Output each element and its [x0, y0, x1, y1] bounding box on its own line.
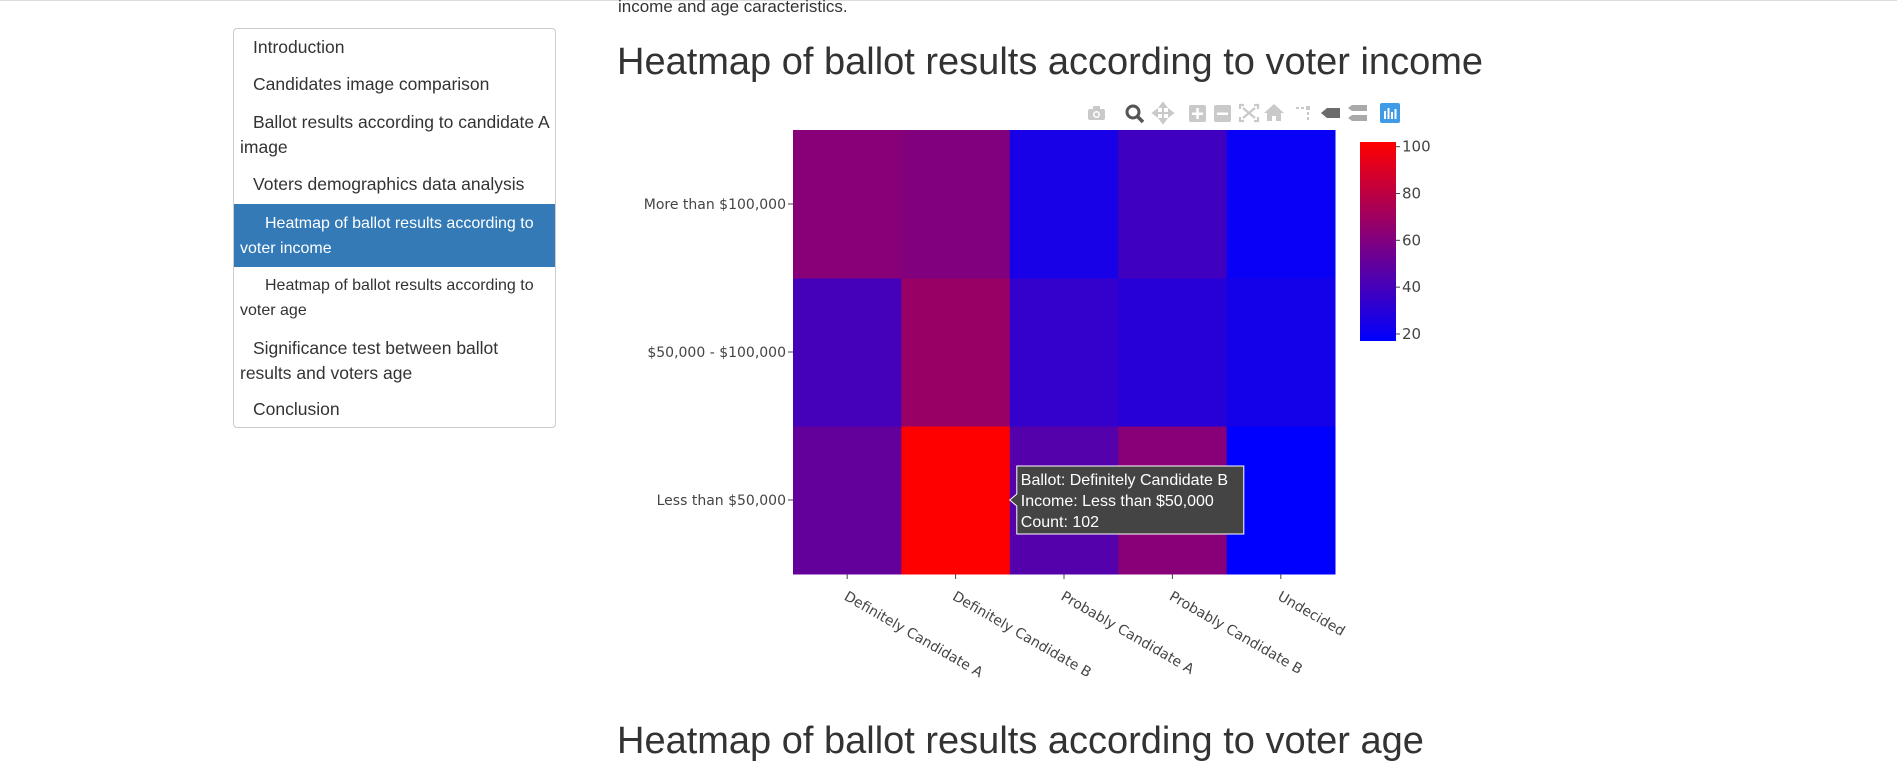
colorbar-tick-label: 100: [1402, 138, 1430, 156]
page-top-border: [0, 0, 1897, 1]
heatmap-cell: [901, 130, 1011, 279]
tooltip-box: [1009, 465, 1245, 535]
toc-item-heatmap-income[interactable]: Heatmap of ballot results according to v…: [234, 204, 555, 267]
heatmap-cell: [793, 278, 902, 427]
income-heatmap-chart[interactable]: Less than $50,000 $50,000 - $100,000 More …: [610, 95, 1430, 695]
heatmap-cell: [793, 130, 902, 279]
heatmap-cell: [1009, 130, 1119, 279]
heatmap-cell: [1226, 130, 1336, 279]
section-title-income: Heatmap of ballot results according to v…: [617, 41, 1483, 83]
y-tick-label: More than $100,000: [644, 197, 786, 213]
toc-item-label: Introduction: [253, 37, 345, 57]
toc-item-introduction[interactable]: Introduction: [234, 35, 555, 60]
heatmap-cell: [1118, 130, 1228, 279]
pan-icon[interactable]: [1151, 100, 1175, 126]
heatmap-cell: [1118, 278, 1228, 427]
y-tick-label: Less than $50,000: [657, 493, 786, 509]
toc-item-ballot-results-candidate-a-image[interactable]: Ballot results according to candidate A …: [234, 110, 555, 160]
colorbar-tick-label: 40: [1402, 278, 1421, 296]
toc-item-label: Heatmap of ballot results according to v…: [240, 215, 534, 257]
hover-closest-icon[interactable]: [1319, 100, 1343, 126]
toc-item-voters-demographics[interactable]: Voters demographics data analysis: [234, 172, 555, 197]
heatmap-cell: [901, 278, 1011, 427]
reset-axes-icon[interactable]: [1262, 100, 1286, 126]
section-title-age: Heatmap of ballot results according to v…: [617, 720, 1424, 762]
toc-item-conclusion[interactable]: Conclusion: [234, 397, 555, 422]
toc-item-label: Significance test between ballot results…: [240, 338, 499, 383]
toc-item-label: Voters demographics data analysis: [253, 174, 525, 194]
camera-icon[interactable]: [1085, 100, 1109, 126]
toc-item-label: Candidates image comparison: [253, 74, 490, 94]
heatmap-cell: [1226, 426, 1336, 575]
toc-item-label: Conclusion: [253, 399, 340, 419]
plotly-logo-icon[interactable]: [1378, 100, 1402, 126]
tooltip-line: Income: Less than $50,000: [1021, 493, 1214, 510]
toc-item-heatmap-age[interactable]: Heatmap of ballot results according to v…: [234, 273, 555, 323]
y-axis: Less than $50,000 $50,000 - $100,000 More …: [644, 197, 793, 509]
y-tick-label: $50,000 - $100,000: [647, 345, 786, 361]
heatmap-cell: [793, 426, 902, 575]
colorbar-tick-label: 20: [1402, 325, 1421, 343]
toc-item-label: Heatmap of ballot results according to v…: [240, 277, 534, 319]
tooltip-line: Count: 102: [1021, 514, 1099, 531]
toc-item-significance-test[interactable]: Significance test between ballot results…: [234, 336, 555, 386]
tooltip-line: Ballot: Definitely Candidate B: [1021, 472, 1228, 489]
x-tick-label: Undecided: [1275, 589, 1348, 640]
colorbar-gradient: [1360, 142, 1396, 341]
hover-compare-icon[interactable]: [1346, 100, 1370, 126]
zoom-in-icon[interactable]: [1186, 100, 1210, 126]
toc-item-label: Ballot results according to candidate A …: [240, 112, 549, 157]
autoscale-icon[interactable]: [1237, 100, 1261, 126]
heatmap-cell: [1226, 278, 1336, 427]
heatmap-cells: [793, 130, 1336, 575]
table-of-contents: Introduction Candidates image comparison…: [233, 28, 556, 428]
zoom-icon[interactable]: [1123, 100, 1147, 126]
heatmap-cell: [1009, 278, 1119, 427]
hover-tooltip: Ballot: Definitely Candidate B Income: Le…: [1009, 465, 1245, 535]
heatmap-cell: [901, 426, 1011, 575]
colorbar-tick-label: 60: [1402, 231, 1421, 249]
colorbar-tick-label: 80: [1402, 185, 1421, 203]
toc-item-candidates-image-comparison[interactable]: Candidates image comparison: [234, 72, 555, 97]
colorbar: 20 40 60 80 100: [1360, 138, 1430, 343]
spike-lines-icon[interactable]: [1292, 100, 1316, 126]
zoom-out-icon[interactable]: [1211, 100, 1235, 126]
intro-paragraph-tail: income and age caracteristics.: [618, 0, 848, 16]
